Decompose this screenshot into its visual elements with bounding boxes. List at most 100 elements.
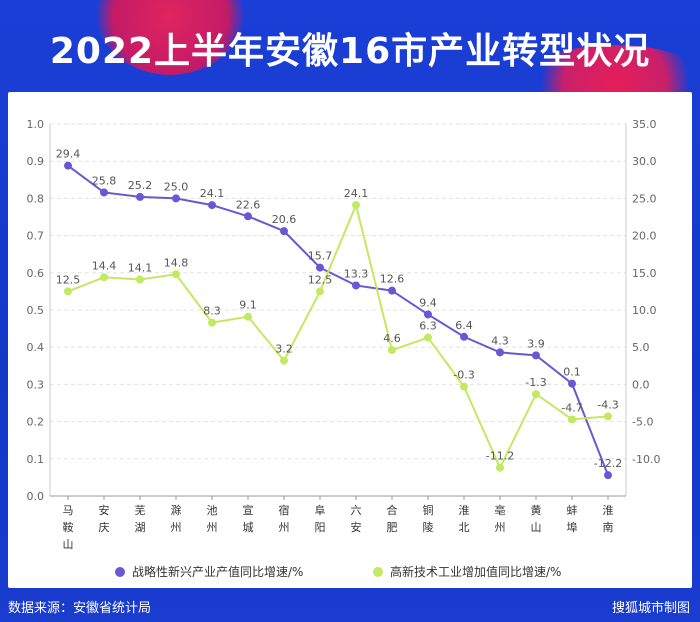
series-high-tech-point [424,333,432,342]
left-tick-label: 0.5 [27,304,45,317]
left-tick-label: 0.4 [27,341,45,354]
legend-label: 高新技术工业增加值同比增速/% [390,564,561,579]
series-strategic-emerging-data-label: 3.9 [527,337,545,350]
category-label: 宿州 [279,503,290,534]
series-strategic-emerging-data-label: 4.3 [491,334,509,347]
series-strategic-emerging-data-label: -12.2 [594,457,622,470]
legend-marker [373,567,383,577]
right-tick-label: 20.0 [632,230,657,243]
category-label: 合肥 [387,503,398,534]
series-strategic-emerging-data-label: 22.6 [236,198,261,211]
series-high-tech-data-label: -4.7 [561,401,582,414]
series-high-tech-data-label: 24.1 [344,187,369,200]
series-strategic-emerging-data-label: 25.8 [92,174,117,187]
series-strategic-emerging-point [208,201,216,210]
category-label: 黄山 [531,503,542,534]
source-note: 数据来源：安徽省统计局 [8,601,152,616]
series-strategic-emerging-point [100,188,108,197]
category-label: 池州 [207,504,218,534]
left-tick-label: 0.3 [27,378,45,391]
right-tick-label: -5.0 [632,416,653,429]
series-strategic-emerging-point [316,263,324,272]
series-strategic-emerging-point [424,310,432,319]
series-strategic-emerging-point [136,192,144,201]
series-high-tech-data-label: 4.6 [383,332,401,345]
category-label: 淮南 [603,504,614,534]
series-high-tech-data-label: 8.3 [203,305,221,318]
series-high-tech-point [172,270,180,279]
left-tick-label: 0.8 [27,192,45,205]
series-high-tech-data-label: 3.2 [275,343,293,356]
category-label: 蚌埠 [567,504,578,534]
category-label: 阜阳 [315,504,326,534]
series-high-tech-point [100,273,108,282]
series-strategic-emerging-point [244,212,252,221]
series-high-tech-point [352,201,360,210]
series-high-tech-data-label: 12.5 [56,273,81,286]
left-tick-label: 1.0 [27,118,45,131]
series-strategic-emerging-point [568,379,576,388]
series-strategic-emerging-point [388,286,396,295]
legend-label: 战略性新兴产业产值同比增速/% [132,564,303,579]
series-high-tech-data-label: 6.3 [419,320,437,333]
series-strategic-emerging-data-label: 13.3 [344,267,369,280]
category-label: 安庆 [99,503,110,534]
left-tick-label: 0.6 [27,267,45,280]
category-label: 芜湖 [135,503,146,534]
series-strategic-emerging-point [64,161,72,170]
credit-note: 搜狐城市制图 [611,601,690,616]
right-tick-label: -10.0 [632,453,660,466]
legend-marker [115,567,125,577]
series-high-tech-data-label: 14.1 [128,261,153,274]
series-high-tech-point [532,390,540,399]
series-high-tech-point [208,318,216,327]
series-strategic-emerging-point [280,227,288,236]
series-high-tech-point [388,346,396,355]
series-strategic-emerging-point [460,332,468,341]
category-label: 滁州 [171,503,182,534]
series-high-tech-data-label: -0.3 [453,369,474,382]
series-high-tech-data-label: -11.2 [486,450,514,463]
right-tick-label: 5.0 [632,341,650,354]
right-tick-label: 25.0 [632,192,657,205]
category-label: 六安 [351,504,362,534]
series-strategic-emerging-data-label: 20.6 [272,213,297,226]
series-high-tech-point [136,275,144,284]
right-tick-label: 10.0 [632,304,657,317]
series-high-tech-point [568,415,576,424]
series-strategic-emerging-data-label: 24.1 [200,187,225,200]
series-high-tech-point [244,312,252,321]
series-high-tech-point [460,382,468,391]
series-high-tech-data-label: 9.1 [239,299,257,312]
series-high-tech-data-label: 14.8 [164,256,189,269]
page-title: 2022上半年安徽16市产业转型状况 [49,31,651,72]
series-strategic-emerging-point [532,351,540,360]
category-label: 淮北 [459,504,470,534]
series-strategic-emerging-data-label: 9.4 [419,296,437,309]
series-high-tech-point [316,287,324,296]
series-high-tech-point [64,287,72,296]
left-tick-label: 0.9 [27,155,45,168]
series-high-tech-point [496,463,504,472]
series-strategic-emerging-point [172,194,180,203]
left-tick-label: 0.1 [27,453,45,466]
series-high-tech-point [280,356,288,365]
series-strategic-emerging-point [604,471,612,480]
series-strategic-emerging-point [496,348,504,357]
series-strategic-emerging-data-label: 6.4 [455,319,473,332]
chart-panel: 0.0 0.1 0.2 0.3 0.4 0.5 0.6 0.7 0.8 0.9 1.0 -10.0 -5… [8,92,692,588]
category-label: 亳州 [495,503,506,534]
left-tick-label: 0.0 [27,490,45,503]
series-strategic-emerging-data-label: 12.6 [380,273,405,286]
series-high-tech-data-label: 12.5 [308,273,333,286]
category-label: 马鞍山 [63,504,74,551]
series-strategic-emerging-data-label: 0.1 [563,366,581,379]
right-tick-label: 15.0 [632,267,657,280]
right-tick-label: 0.0 [632,378,650,391]
right-tick-label: 35.0 [632,118,657,131]
category-label: 铜陵 [423,503,434,534]
right-tick-label: 30.0 [632,155,657,168]
series-strategic-emerging-data-label: 29.4 [56,148,81,161]
left-tick-label: 0.2 [27,416,45,429]
series-high-tech-point [604,412,612,421]
